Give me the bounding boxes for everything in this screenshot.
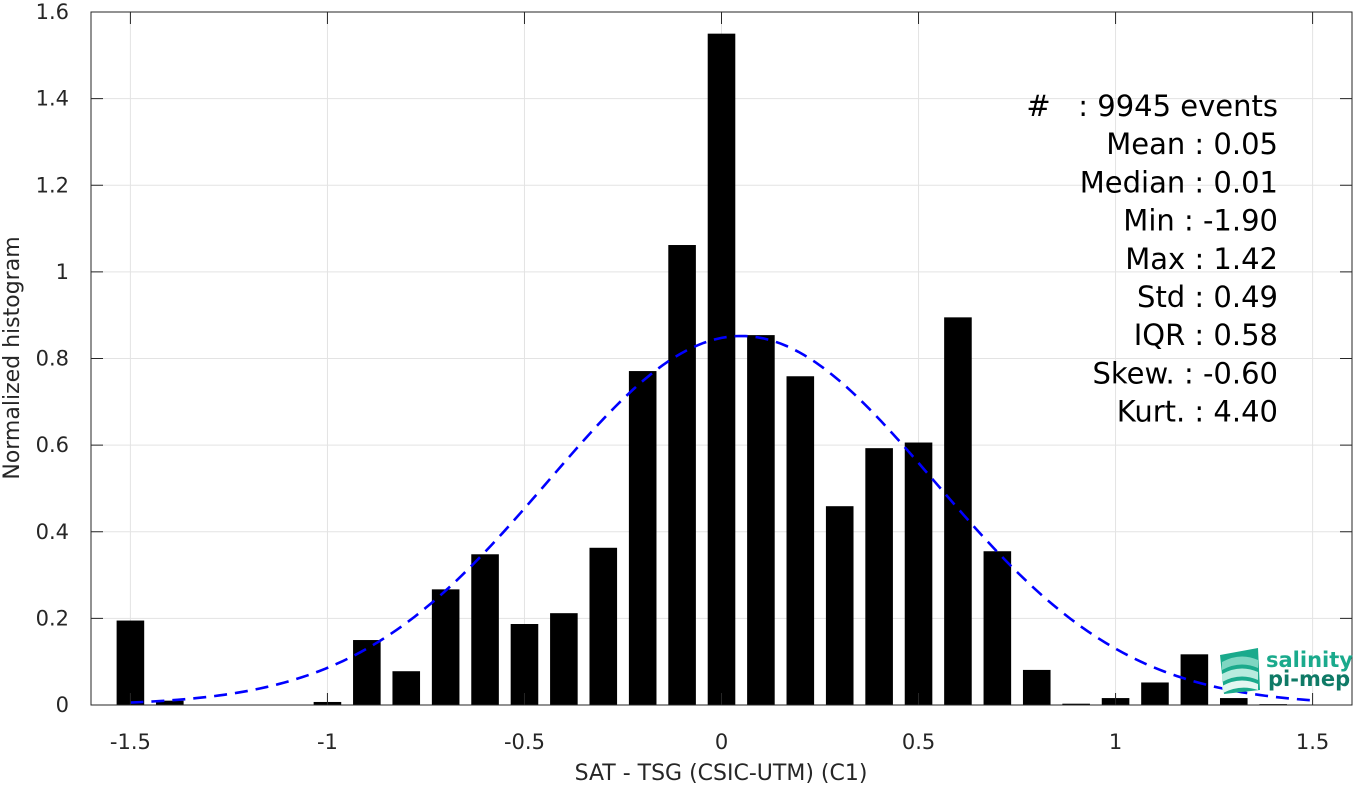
tick-labels: -1.5 -1 -0.5 0 0.5 1 1.5 0 0.2 0.4 0.6 0.8 1 1.2 1.4 1.…	[36, 0, 1330, 754]
x-tick-label: 1.5	[1296, 730, 1329, 754]
y-axis-label: Normalized histogram	[0, 236, 25, 479]
histogram-bar	[1022, 669, 1051, 705]
histogram-bar	[392, 671, 421, 705]
histogram-bar	[944, 317, 972, 705]
x-tick-label: -1.5	[110, 730, 151, 754]
x-tick-label: 0	[715, 730, 728, 754]
histogram-bar	[550, 613, 578, 705]
stats-line: Min : -1.90	[1123, 204, 1278, 238]
stats-line: Std : 0.49	[1137, 280, 1278, 314]
y-tick-label: 0.6	[36, 433, 69, 457]
logo-waves-icon	[1220, 648, 1260, 694]
stats-line: # : 9945 events	[1026, 89, 1278, 123]
stats-line: IQR : 0.58	[1134, 318, 1278, 352]
stats-line: Median : 0.01	[1080, 165, 1278, 199]
ticks	[91, 11, 1352, 706]
stats-line: Max : 1.42	[1125, 242, 1278, 276]
histogram-bar	[628, 371, 657, 705]
histogram-bar	[747, 335, 775, 705]
histogram-bar	[589, 547, 618, 705]
histogram-bar	[471, 554, 499, 705]
histogram-bar	[707, 33, 736, 705]
y-tick-label: 0.2	[36, 606, 69, 630]
histogram-bar	[1219, 698, 1248, 705]
y-tick-label: 1.2	[36, 173, 69, 197]
logo-line-2: pi-mep	[1268, 667, 1350, 691]
histogram-bar	[116, 620, 145, 705]
stats-panel: # : 9945 events Mean : 0.05 Median : 0.01 M…	[1026, 89, 1278, 429]
y-tick-label: 0	[56, 693, 69, 717]
stats-line: Kurt. : 4.40	[1117, 395, 1278, 429]
histogram-bar	[1141, 682, 1169, 705]
y-tick-label: 1	[56, 260, 69, 284]
y-tick-label: 1.4	[36, 87, 69, 111]
histogram-bar	[156, 700, 184, 705]
x-tick-label: -0.5	[504, 730, 545, 754]
histogram-bar	[825, 506, 854, 705]
histogram-bar	[865, 448, 893, 705]
y-tick-label: 0.8	[36, 347, 69, 371]
x-tick-label: 1	[1109, 730, 1122, 754]
histogram-bar	[668, 245, 696, 706]
stats-line: Skew. : -0.60	[1092, 356, 1278, 390]
y-tick-label: 1.6	[36, 0, 69, 24]
histogram-bar	[353, 640, 381, 705]
x-tick-label: 0.5	[902, 730, 935, 754]
x-axis-label: SAT - TSG (CSIC-UTM) (C1)	[575, 761, 868, 785]
y-tick-label: 0.4	[36, 520, 69, 544]
histogram-bar	[510, 624, 539, 705]
salinity-pi-mep-logo: salinity pi-mep	[1220, 648, 1353, 694]
bars	[116, 33, 1287, 706]
histogram-bar	[904, 442, 933, 705]
gaussian-fit-curve	[130, 334, 1313, 704]
x-tick-label: -1	[317, 730, 338, 754]
histogram-bar	[1062, 703, 1090, 705]
logo-line-1: salinity	[1266, 648, 1353, 672]
histogram-bar	[983, 551, 1012, 705]
histogram-bar	[786, 376, 815, 705]
histogram-bar	[431, 589, 460, 705]
stats-line: Mean : 0.05	[1106, 127, 1278, 161]
